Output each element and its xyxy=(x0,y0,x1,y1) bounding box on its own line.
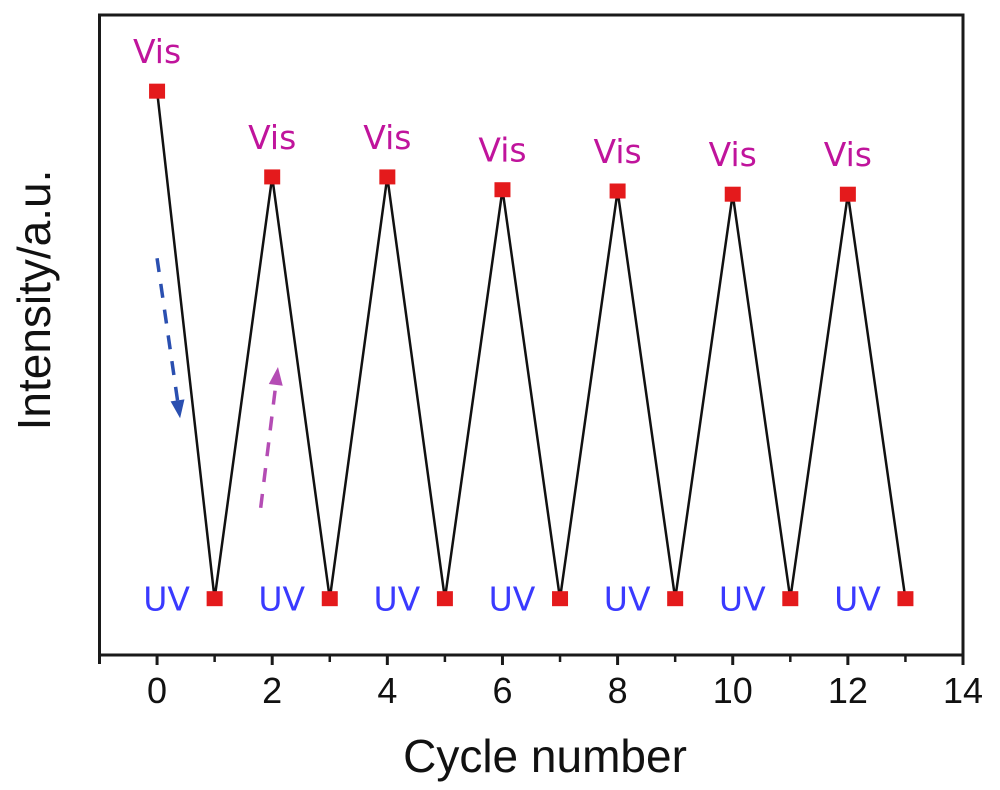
data-point-marker xyxy=(839,186,856,202)
x-axis-title: Cycle number xyxy=(403,730,687,782)
increase-arrow-shaft xyxy=(258,384,278,509)
plot-border xyxy=(98,13,965,657)
uv-label: UV xyxy=(374,580,421,619)
uv-label: UV xyxy=(489,580,536,619)
x-axis-ticks: 0 2 4 6 8 10 12 14 xyxy=(98,655,983,711)
vis-label: Vis xyxy=(248,118,296,157)
plot-frame xyxy=(98,13,965,657)
vis-label: Vis xyxy=(593,132,641,171)
data-point-marker xyxy=(724,186,741,202)
uv-label: UV xyxy=(604,580,651,619)
data-point-marker xyxy=(782,591,799,607)
x-tick-label: 6 xyxy=(492,670,512,711)
decrease-arrow-head xyxy=(170,399,185,419)
x-tick-label: 2 xyxy=(262,670,282,711)
series-line xyxy=(155,91,907,599)
arrows xyxy=(155,257,283,509)
uv-label: UV xyxy=(719,580,766,619)
data-point-marker xyxy=(206,591,223,607)
vis-label: Vis xyxy=(709,135,757,174)
y-axis-title: Intensity/a.u. xyxy=(8,170,60,431)
annotations: Vis Vis Vis Vis Vis Vis Vis UV UV UV UV UV UV UV xyxy=(133,32,881,619)
data-markers xyxy=(149,83,914,607)
data-point-marker xyxy=(436,591,453,607)
x-tick-label: 10 xyxy=(713,670,753,711)
series-lines xyxy=(155,91,907,599)
x-tick-label: 12 xyxy=(828,670,868,711)
vis-label: Vis xyxy=(824,135,872,174)
vis-label: Vis xyxy=(478,131,526,170)
x-tick-label: 8 xyxy=(608,670,628,711)
data-point-marker xyxy=(897,591,914,607)
uv-label: UV xyxy=(834,580,881,619)
data-point-marker xyxy=(379,169,396,185)
data-point-marker xyxy=(667,591,684,607)
uv-label: UV xyxy=(143,580,190,619)
data-point-marker xyxy=(264,169,281,185)
vis-label: Vis xyxy=(363,118,411,157)
x-tick-label: 14 xyxy=(943,670,983,711)
x-tick-label: 4 xyxy=(377,670,397,711)
increase-arrow-head xyxy=(268,367,283,386)
x-tick-label: 0 xyxy=(147,670,167,711)
data-point-marker xyxy=(494,182,511,198)
uv-label: UV xyxy=(258,580,305,619)
data-point-marker xyxy=(321,591,338,607)
data-point-marker xyxy=(609,183,626,199)
data-point-marker xyxy=(552,591,569,607)
data-point-marker xyxy=(149,83,166,99)
vis-label: Vis xyxy=(133,32,181,71)
